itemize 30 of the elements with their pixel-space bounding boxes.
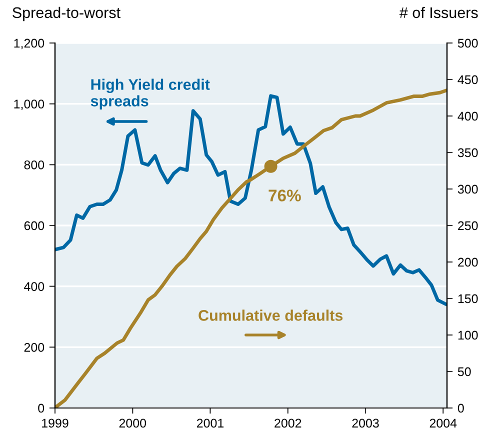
annotation: 76% — [268, 190, 301, 202]
x-tick-label: 2003 — [352, 418, 379, 428]
y-tick-label: 600 — [24, 221, 44, 230]
y2-axis-title: # of Issuers — [399, 6, 478, 18]
line-series — [55, 94, 447, 306]
y-tick-label: 800 — [24, 160, 44, 170]
text: Cumulative defaults — [198, 310, 343, 321]
y-tick-label: 200 — [24, 342, 44, 352]
y2-tick-label: 500 — [458, 38, 478, 48]
y2-tick-label: 200 — [458, 258, 478, 267]
y2-tick-label: 250 — [458, 221, 478, 230]
y-tick-label: 1,200 — [14, 38, 44, 50]
x-tick-label: 2004 — [430, 418, 457, 428]
y2-tick-label: 150 — [458, 294, 478, 304]
y-tick-label: 400 — [24, 282, 44, 291]
x-tick-label: 1999 — [42, 418, 68, 428]
y2-tick-label: 300 — [458, 184, 478, 194]
y2-tick-label: 350 — [458, 148, 478, 158]
y-axis-title: Spread-to-worst — [12, 6, 120, 22]
x-tick-label: 2001 — [196, 418, 224, 428]
y2-tick-label: 50 — [458, 367, 471, 376]
series-label: High Yield credit spreads — [90, 78, 210, 110]
y2-tick-label: 400 — [458, 112, 478, 121]
y2-tick-label: 100 — [458, 330, 478, 340]
y-tick-label: 1,000 — [14, 100, 44, 110]
y2-tick-label: 0 — [458, 404, 464, 413]
x-tick-label: 2000 — [119, 418, 146, 428]
y2-tick-label: 450 — [458, 75, 478, 84]
y-tick-label: 0 — [38, 404, 44, 413]
x-tick-label: 2002 — [274, 418, 302, 428]
